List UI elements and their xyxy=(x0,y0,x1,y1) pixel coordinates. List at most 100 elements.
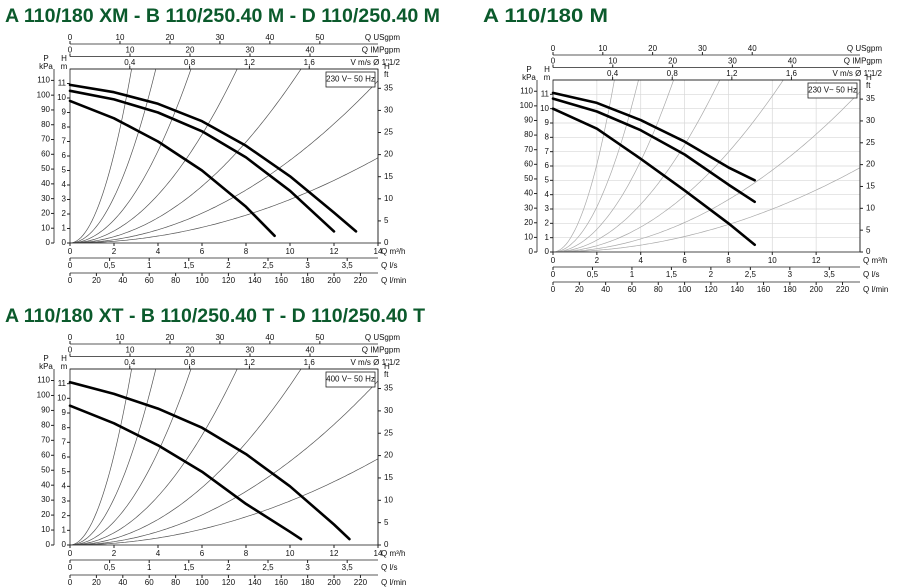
axis-tick-label: 10 xyxy=(126,346,135,355)
axis-tick-label: 1,6 xyxy=(786,69,798,78)
axis-tick-label: 0,4 xyxy=(607,69,619,78)
x-tick-label: 8 xyxy=(244,549,249,558)
axis-tick-label: 10 xyxy=(41,223,50,232)
axis-tick-label: 40 xyxy=(306,46,315,55)
axis-label: Q l/s xyxy=(863,270,879,279)
y-tick-label: 1 xyxy=(62,224,67,233)
system-curve xyxy=(70,369,238,545)
axis-tick-label: 0 xyxy=(68,578,73,587)
axis-tick-label: 3,5 xyxy=(342,261,354,270)
y-tick-label: 8 xyxy=(545,132,550,141)
axis-tick-label: 40 xyxy=(524,189,533,198)
x-axis-label: Q m³/h xyxy=(863,256,887,265)
axis-tick-label: 1,2 xyxy=(244,58,256,67)
axis-tick-label: 140 xyxy=(248,578,262,587)
y-tick-label: 1 xyxy=(545,233,550,242)
axis-tick-label: 40 xyxy=(748,44,757,53)
y-tick-label: 8 xyxy=(62,423,67,432)
axis-tick-label: 0 xyxy=(68,563,73,572)
axis-tick-label: 0,5 xyxy=(587,270,599,279)
axis-tick-label: 1 xyxy=(147,261,152,270)
axis-tick-label: 50 xyxy=(41,164,50,173)
y-tick-label: 0 xyxy=(545,247,550,256)
axis-tick-label: 60 xyxy=(41,450,50,459)
chart: A 110/180 XT - B 110/250.40 T - D 110/25… xyxy=(5,306,425,587)
system-curve xyxy=(70,369,192,545)
axis-tick-label: 2,5 xyxy=(262,563,274,572)
axis-tick-label: 30 xyxy=(524,203,533,212)
axis-label: Q USgpm xyxy=(365,33,400,42)
axis-tick-label: 40 xyxy=(265,33,274,42)
axis-label: Q USgpm xyxy=(847,44,882,53)
axis-tick-label: 200 xyxy=(810,285,824,294)
axis-label: ft xyxy=(384,370,389,379)
axis-tick-label: 20 xyxy=(384,451,393,460)
axis-tick-label: 100 xyxy=(37,90,51,99)
axis-tick-label: 10 xyxy=(384,194,393,203)
axis-tick-label: 40 xyxy=(41,480,50,489)
axis-tick-label: 3 xyxy=(305,261,310,270)
axis-tick-label: 20 xyxy=(186,46,195,55)
axis-tick-label: 20 xyxy=(866,160,875,169)
pump-curve xyxy=(68,83,358,233)
pump-curve xyxy=(551,97,756,204)
axis-tick-label: 3,5 xyxy=(824,270,836,279)
system-curve xyxy=(70,69,192,243)
axis-tick-label: 120 xyxy=(222,276,236,285)
y-tick-label: 5 xyxy=(545,175,550,184)
axis-tick-label: 15 xyxy=(866,182,875,191)
y-tick-label: 6 xyxy=(545,161,550,170)
axis-tick-label: 120 xyxy=(704,285,718,294)
x-tick-label: 10 xyxy=(286,247,295,256)
axis-tick-label: 1,2 xyxy=(244,358,256,367)
axis-tick-label: 0 xyxy=(46,540,51,549)
axis-tick-label: 2 xyxy=(709,270,714,279)
axis-tick-label: 1,2 xyxy=(726,69,738,78)
axis-tick-label: 2 xyxy=(226,261,231,270)
axis-tick-label: 80 xyxy=(654,285,663,294)
x-tick-label: 12 xyxy=(812,256,821,265)
chart: A 110/180 XM - B 110/250.40 M - D 110/25… xyxy=(5,6,440,285)
y-tick-label: 10 xyxy=(57,393,66,402)
system-curve xyxy=(553,80,639,252)
axis-label: H xyxy=(866,73,872,82)
axis-tick-label: 1 xyxy=(630,270,635,279)
axis-tick-label: 20 xyxy=(41,510,50,519)
annotation: 400 V~ 50 Hz xyxy=(326,375,375,384)
x-tick-label: 4 xyxy=(156,247,161,256)
axis-tick-label: 80 xyxy=(41,120,50,129)
axis-tick-label: 0,8 xyxy=(667,69,679,78)
axis-tick-label: 0,8 xyxy=(184,58,196,67)
x-tick-label: 6 xyxy=(200,549,205,558)
x-tick-label: 12 xyxy=(330,247,339,256)
axis-tick-label: 100 xyxy=(195,578,209,587)
axis-tick-label: 100 xyxy=(37,391,51,400)
y-tick-label: 10 xyxy=(57,93,66,102)
system-curve xyxy=(70,69,238,243)
axis-tick-label: 2,5 xyxy=(262,261,274,270)
axis-tick-label: 180 xyxy=(301,276,315,285)
axis-tick-label: 70 xyxy=(524,145,533,154)
system-curve xyxy=(553,80,721,252)
axis-tick-label: 10 xyxy=(41,525,50,534)
system-curve xyxy=(553,91,860,252)
axis-tick-label: 100 xyxy=(520,101,534,110)
axis-tick-label: 80 xyxy=(171,578,180,587)
y-axis-label: m xyxy=(61,362,68,371)
x-tick-label: 14 xyxy=(374,247,383,256)
x-axis-label: Q m³/h xyxy=(381,549,405,558)
axis-tick-label: 30 xyxy=(384,406,393,415)
y-tick-label: 5 xyxy=(62,166,67,175)
axis-tick-label: 40 xyxy=(601,285,610,294)
x-tick-label: 6 xyxy=(200,247,205,256)
pump-curve xyxy=(551,107,756,247)
axis-tick-label: 20 xyxy=(92,578,101,587)
axis-tick-label: 160 xyxy=(757,285,771,294)
axis-tick-label: 35 xyxy=(866,94,875,103)
axis-tick-label: 10 xyxy=(126,46,135,55)
axis-tick-label: 30 xyxy=(698,44,707,53)
x-tick-label: 8 xyxy=(244,247,249,256)
axis-tick-label: 90 xyxy=(41,105,50,114)
axis-tick-label: 10 xyxy=(116,333,125,342)
axis-tick-label: 1 xyxy=(147,563,152,572)
